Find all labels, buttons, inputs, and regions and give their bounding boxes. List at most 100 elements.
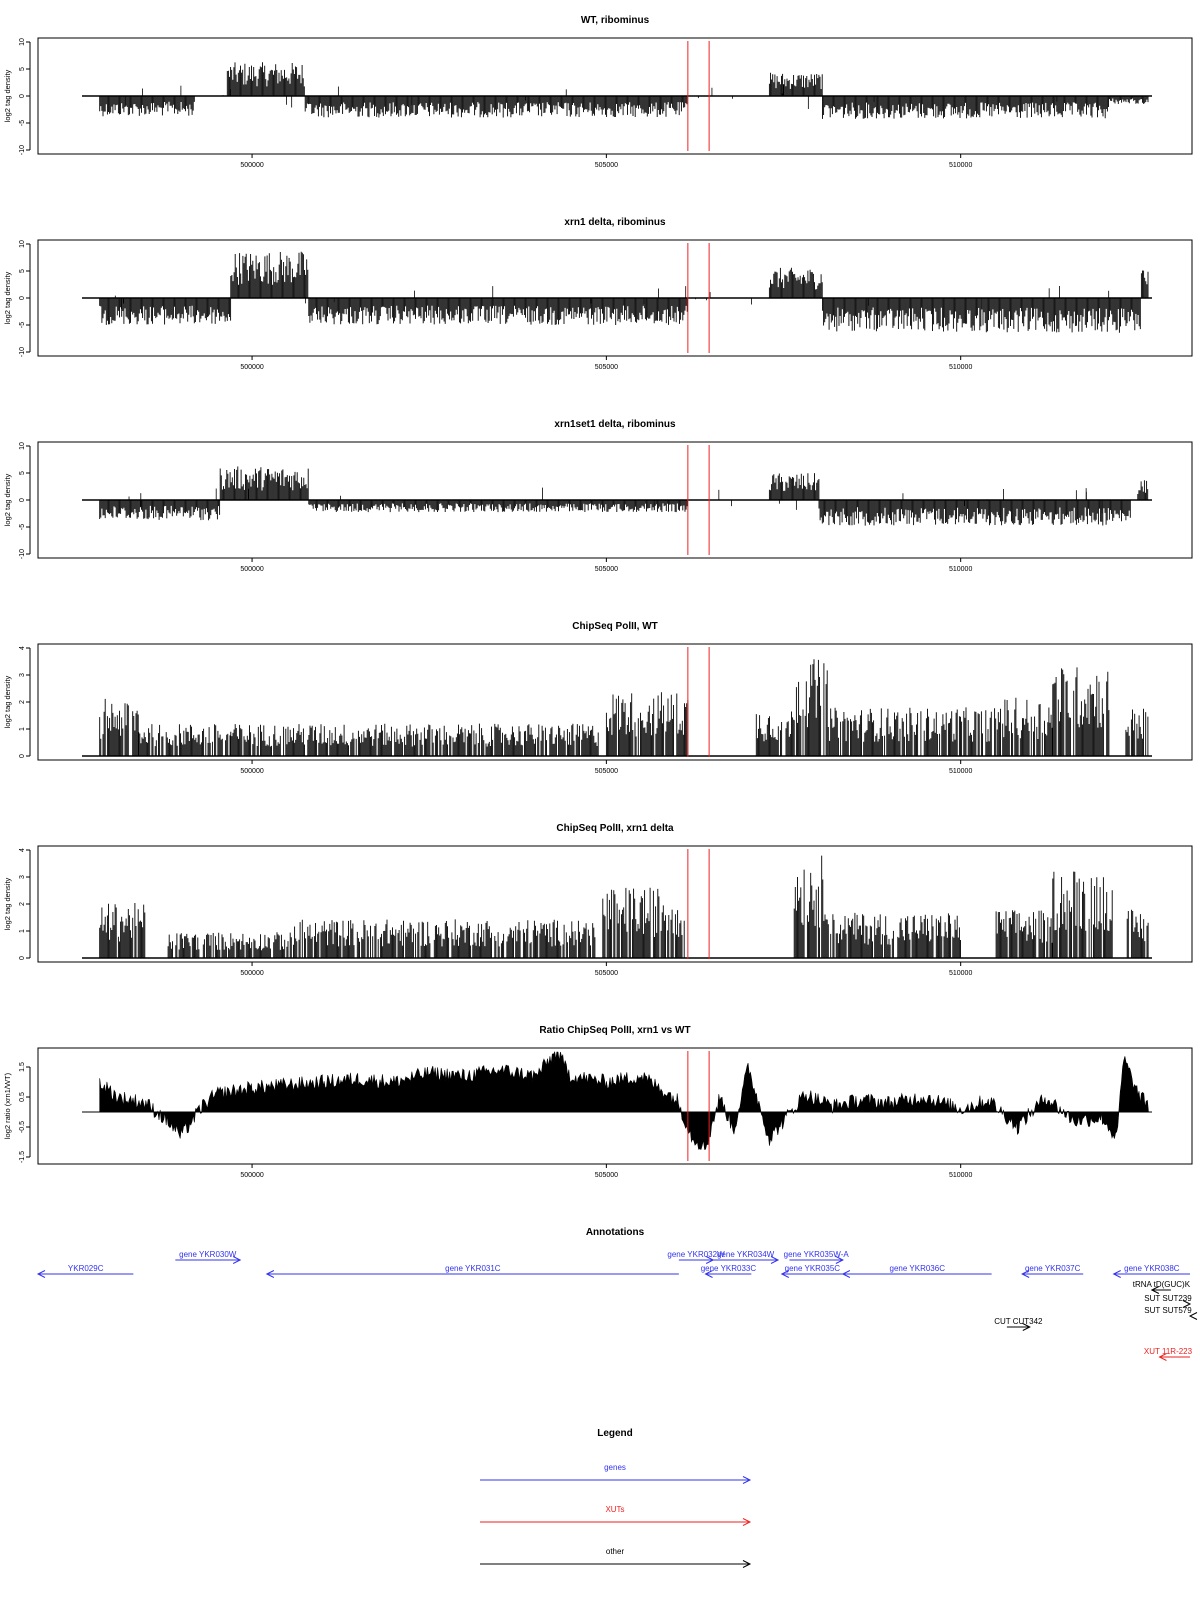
signal-segment — [294, 919, 596, 958]
signal-segment — [755, 711, 795, 756]
feature-label: tRNA tD(GUC)K — [1133, 1280, 1191, 1289]
arrowhead-icon — [1188, 1312, 1198, 1320]
signal-bars — [822, 298, 982, 332]
y-tick-label: 0 — [19, 296, 26, 300]
feature-label: gene YKR035C — [785, 1264, 841, 1273]
legend-label: other — [606, 1547, 625, 1556]
signal-segment — [167, 932, 294, 958]
arrowhead-icon — [780, 1270, 790, 1278]
x-tick-label: 500000 — [240, 970, 263, 977]
x-tick-label: 510000 — [949, 970, 972, 977]
signal-segment — [1109, 96, 1149, 104]
feature-label: gene YKR038C — [1124, 1264, 1180, 1273]
legend-label: genes — [604, 1463, 626, 1472]
y-tick-label: 10 — [19, 240, 26, 248]
series — [82, 855, 1152, 959]
arrowhead-icon — [1112, 1270, 1121, 1278]
x-tick-label: 505000 — [595, 162, 618, 169]
arrowhead-icon — [742, 1560, 752, 1568]
y-tick-label: -10 — [19, 145, 26, 155]
annotation-feature: gene YKR034W — [713, 1250, 780, 1264]
x-tick-label: 505000 — [595, 566, 618, 573]
feature-label: gene YKR037C — [1025, 1264, 1081, 1273]
x-tick-label: 505000 — [595, 1172, 618, 1179]
arrowhead-icon — [1158, 1353, 1167, 1361]
y-axis-label: log2 tag density — [3, 271, 12, 324]
signal-segment — [1140, 270, 1149, 298]
legend-title: Legend — [597, 1428, 633, 1439]
annotation-feature: gene YKR036C — [841, 1264, 992, 1278]
y-tick-label: 4 — [19, 848, 26, 852]
y-axis-label: log2 tag density — [3, 473, 12, 526]
legend-item: other — [480, 1547, 752, 1568]
y-tick-label: 10 — [19, 38, 26, 46]
y-tick-label: -10 — [19, 549, 26, 559]
signal-segment — [308, 500, 688, 513]
signal-segment — [793, 659, 829, 756]
signal-segment — [1125, 708, 1149, 756]
feature-label: gene YKR033C — [701, 1264, 757, 1273]
y-tick-label: 3 — [19, 875, 26, 879]
annotation-feature: gene YKR038C — [1112, 1264, 1190, 1278]
feature-label: XUT 11R-223 — [1144, 1347, 1193, 1356]
signal-bars — [822, 96, 1109, 119]
signal-bars — [230, 723, 599, 756]
annotation-feature: CUT CUT342 — [994, 1317, 1043, 1331]
signal-bars — [995, 910, 1053, 958]
series — [82, 1051, 1152, 1150]
signal-segment — [99, 500, 221, 521]
signal-bars — [294, 919, 596, 958]
signal-segment — [99, 96, 195, 117]
legend-label: XUTs — [605, 1505, 624, 1514]
signal-bars — [99, 298, 232, 325]
feature-label: YKR029C — [68, 1264, 104, 1273]
y-tick-label: 10 — [19, 442, 26, 450]
signal-segment — [226, 62, 305, 96]
signal-bars — [1137, 480, 1149, 500]
y-tick-label: 4 — [19, 646, 26, 650]
panel-title: WT, ribominus — [581, 15, 650, 26]
signal-segment — [830, 912, 961, 958]
signal-segment — [1052, 871, 1113, 958]
annotation-feature: gene YKR035W-A — [784, 1250, 849, 1264]
annotation-feature: gene YKR031C — [265, 1264, 679, 1278]
signal-segment — [219, 466, 309, 500]
panel-2: xrn1 delta, ribominus 10 5 0 -5 -10 log2 tag d… — [3, 217, 1193, 371]
signal-bars — [304, 96, 688, 118]
signal-segment — [793, 855, 829, 958]
signal-bars — [1125, 708, 1149, 756]
x-tick-label: 500000 — [240, 1172, 263, 1179]
signal-segment — [308, 298, 688, 325]
feature-label: gene YKR030W — [179, 1250, 237, 1259]
y-tick-label: 3 — [19, 673, 26, 677]
signal-bars — [99, 96, 195, 117]
feature-label: SUT SUT239 — [1144, 1294, 1192, 1303]
y-tick-label: 0 — [19, 498, 26, 502]
x-tick-label: 500000 — [240, 162, 263, 169]
x-tick-label: 505000 — [595, 970, 618, 977]
arrowhead-icon — [841, 1270, 851, 1278]
arrowhead-icon — [1150, 1286, 1160, 1294]
y-tick-label: -1.5 — [19, 1151, 26, 1163]
signal-segment — [230, 251, 309, 298]
y-tick-label: -5 — [19, 322, 26, 328]
arrowhead-icon — [36, 1270, 46, 1278]
arrowhead-icon — [1022, 1323, 1031, 1331]
signal-bars — [1140, 270, 1149, 298]
signal-bars — [167, 932, 294, 958]
arrowhead-icon — [835, 1256, 844, 1264]
signal-bars — [602, 887, 685, 958]
signal-bars — [1126, 909, 1149, 958]
signal-segment — [829, 707, 997, 756]
panel-title: xrn1 delta, ribominus — [564, 217, 666, 228]
y-tick-label: -0.5 — [19, 1121, 26, 1133]
y-tick-label: 5 — [19, 269, 26, 273]
annotation-feature: gene YKR033C — [701, 1264, 757, 1278]
signal-bars — [818, 500, 1131, 526]
signal-bars — [996, 697, 1053, 756]
annotation-feature: gene YKR037C — [1021, 1264, 1084, 1278]
series — [82, 62, 1152, 119]
x-tick-label: 500000 — [240, 364, 263, 371]
signal-bars — [768, 72, 823, 96]
signal-bars — [1052, 871, 1113, 958]
